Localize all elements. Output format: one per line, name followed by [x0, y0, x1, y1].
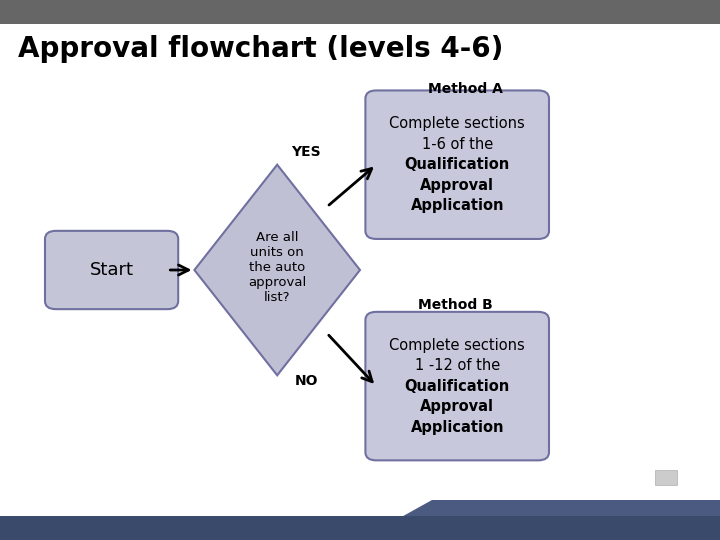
- Text: Method A: Method A: [428, 82, 503, 96]
- FancyBboxPatch shape: [365, 312, 549, 460]
- Text: Are all
units on
the auto
approval
list?: Are all units on the auto approval list?: [248, 231, 306, 304]
- Text: Complete sections: Complete sections: [390, 338, 525, 353]
- FancyBboxPatch shape: [655, 470, 677, 485]
- Text: Application: Application: [410, 198, 504, 213]
- Text: Qualification: Qualification: [405, 379, 510, 394]
- Text: YES: YES: [291, 145, 321, 159]
- Bar: [0, 516, 720, 540]
- Bar: [0, 0, 720, 24]
- FancyBboxPatch shape: [45, 231, 179, 309]
- Text: Qualification: Qualification: [405, 157, 510, 172]
- Text: Complete sections: Complete sections: [390, 116, 525, 131]
- Text: Start: Start: [89, 261, 134, 279]
- Text: Approval: Approval: [420, 399, 494, 414]
- Text: Application: Application: [410, 420, 504, 435]
- FancyBboxPatch shape: [365, 90, 549, 239]
- Text: Approval: Approval: [420, 178, 494, 193]
- Text: Approval flowchart (levels 4-6): Approval flowchart (levels 4-6): [18, 35, 503, 63]
- Text: 1-6 of the: 1-6 of the: [422, 137, 492, 152]
- Polygon shape: [360, 500, 720, 540]
- Text: 1 -12 of the: 1 -12 of the: [415, 358, 500, 373]
- Polygon shape: [194, 165, 360, 375]
- Text: NO: NO: [294, 374, 318, 388]
- Text: Method B: Method B: [418, 298, 493, 312]
